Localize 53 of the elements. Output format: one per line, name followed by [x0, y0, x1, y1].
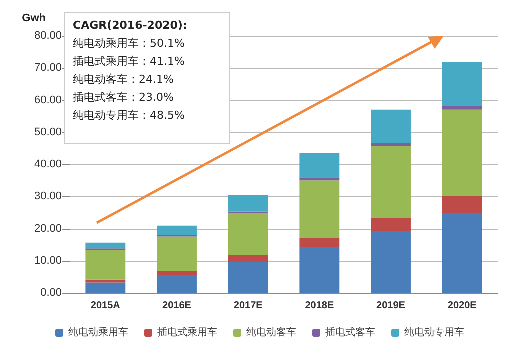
annotation: 纯电动客车：24.1%	[73, 72, 175, 88]
bar	[442, 213, 482, 293]
bar	[371, 146, 411, 218]
bar	[442, 106, 482, 110]
bar	[228, 262, 268, 293]
bar	[442, 62, 482, 106]
bar	[300, 247, 340, 293]
legend-label: 插电式客车	[326, 326, 376, 338]
bar	[157, 275, 197, 293]
y-tick-label: 60.00	[34, 94, 62, 106]
text: CAGR(2016-2020):	[73, 19, 188, 32]
bar	[300, 178, 340, 181]
y-axis-title: Gwh	[22, 12, 46, 24]
bar	[371, 231, 411, 293]
legend-label: 插电式乘用车	[158, 326, 218, 338]
bar	[300, 180, 340, 238]
x-tick-label: 2018E	[305, 300, 334, 312]
legend-label: 纯电动专用车	[404, 326, 464, 338]
bar	[371, 143, 411, 147]
y-tick-label: 20.00	[34, 222, 62, 235]
bar	[86, 242, 126, 249]
bar	[157, 271, 197, 276]
bar	[442, 196, 482, 214]
y-tick-label: 30.00	[34, 190, 62, 203]
y-tick-label: 50.00	[34, 126, 62, 138]
bar	[228, 213, 268, 256]
bar	[157, 236, 197, 272]
annotation: 插电式客车：23.0%	[73, 90, 175, 106]
legend-label: 纯电动乘用车	[68, 326, 128, 338]
y-tick-label: 10.00	[34, 254, 62, 267]
bar	[157, 226, 197, 236]
annotation: 纯电动乘用车：50.1%	[73, 36, 186, 52]
y-tick-label: 80.00	[34, 30, 62, 42]
x-tick-label: 2015A	[90, 300, 120, 312]
bar	[371, 110, 411, 144]
bar	[228, 255, 268, 262]
annotation: 插电式乘用车：41.1%	[73, 54, 186, 70]
bar	[228, 195, 268, 212]
bar	[86, 250, 126, 280]
x-tick-label: 2019E	[376, 300, 406, 312]
x-tick-label: 2016E	[162, 300, 192, 312]
bar	[86, 282, 126, 293]
y-tick-label: 0.00	[40, 287, 62, 299]
bar	[371, 218, 411, 231]
y-tick-label: 70.00	[34, 62, 62, 74]
bar	[300, 153, 340, 178]
x-tick-label: 2020E	[448, 300, 478, 312]
annotation: 纯电动专用车：48.5%	[73, 108, 186, 124]
bar	[300, 238, 340, 248]
bar	[442, 110, 482, 196]
legend-label: 纯电动客车	[246, 326, 296, 338]
y-tick-label: 40.00	[34, 158, 62, 170]
x-tick-label: 2017E	[234, 300, 264, 312]
